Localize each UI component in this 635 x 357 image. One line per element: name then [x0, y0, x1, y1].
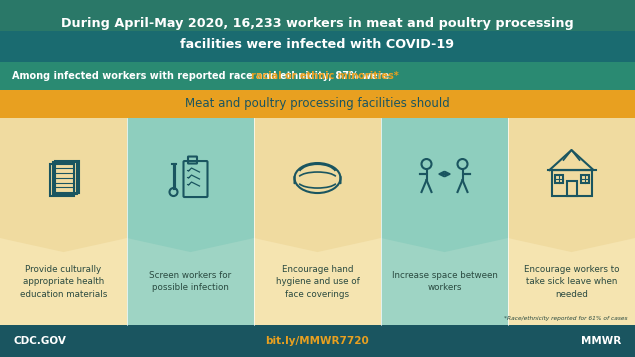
Bar [0, 62, 635, 90]
Text: Meat and poultry processing facilities should: Meat and poultry processing facilities s… [185, 97, 450, 111]
Bar [381, 118, 508, 238]
Text: bit.ly/MMWR7720: bit.ly/MMWR7720 [265, 336, 370, 346]
Bar [381, 238, 508, 325]
Bar [566, 181, 577, 196]
Bar [0, 31, 635, 62]
Bar [254, 238, 381, 325]
Text: Encourage workers to
take sick leave when
needed: Encourage workers to take sick leave whe… [524, 265, 619, 298]
Text: facilities were infected with COVID-19: facilities were infected with COVID-19 [180, 38, 455, 51]
Bar [552, 170, 591, 196]
Polygon shape [381, 238, 508, 252]
Bar [508, 238, 635, 325]
Bar [0, 90, 635, 118]
Text: Among infected workers with reported race and ethnicity, 87% were: Among infected workers with reported rac… [12, 71, 392, 81]
Text: CDC.GOV: CDC.GOV [14, 336, 67, 346]
Text: MMWR: MMWR [581, 336, 621, 346]
Text: Provide culturally
appropriate health
education materials: Provide culturally appropriate health ed… [20, 265, 107, 298]
Text: During April-May 2020, 16,233 workers in meat and poultry processing: During April-May 2020, 16,233 workers in… [61, 17, 574, 30]
Text: Increase space between
workers: Increase space between workers [392, 271, 497, 292]
Text: racial or ethnic minorities*: racial or ethnic minorities* [251, 71, 399, 81]
Bar [127, 118, 254, 238]
Bar [0, 118, 127, 238]
Bar [0, 238, 127, 325]
Bar [0, 0, 635, 62]
Bar [0, 0, 635, 62]
Bar [0, 325, 635, 357]
Bar [127, 238, 254, 325]
Bar [254, 118, 381, 238]
Polygon shape [254, 238, 381, 252]
Text: Screen workers for
possible infection: Screen workers for possible infection [149, 271, 232, 292]
Bar [508, 118, 635, 238]
Text: *Race/ethnicity reported for 61% of cases: *Race/ethnicity reported for 61% of case… [504, 316, 627, 321]
Polygon shape [0, 238, 127, 252]
Bar [580, 175, 589, 183]
Polygon shape [127, 238, 254, 252]
Text: Encourage hand
hygiene and use of
face coverings: Encourage hand hygiene and use of face c… [276, 265, 359, 298]
Bar [554, 175, 563, 183]
Polygon shape [508, 238, 635, 252]
